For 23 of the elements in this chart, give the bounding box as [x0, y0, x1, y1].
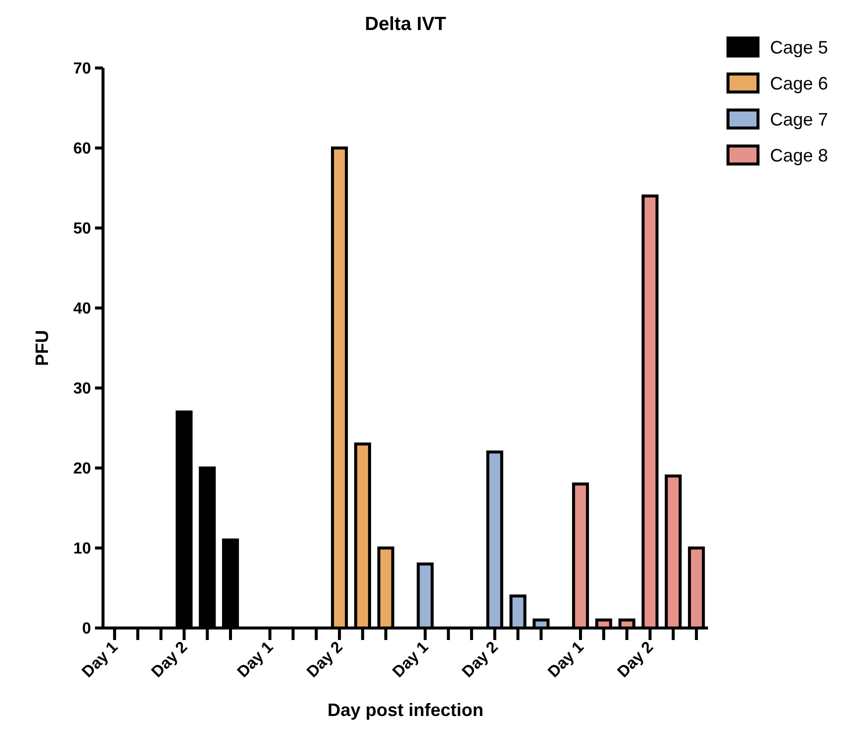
- y-axis-title: PFU: [32, 330, 52, 366]
- x-tick-label: Day 2: [614, 638, 657, 682]
- y-tick-label: 10: [73, 540, 92, 558]
- x-tick-label: Day 1: [79, 638, 122, 682]
- y-tick-label: 20: [73, 460, 92, 478]
- x-tick-label: Day 1: [390, 638, 432, 682]
- x-tick-label: Day 1: [545, 638, 588, 682]
- legend-label: Cage 7: [770, 109, 828, 130]
- x-axis-title: Day post infection: [327, 700, 484, 720]
- legend-label: Cage 5: [770, 37, 828, 58]
- y-tick-label: 50: [73, 220, 92, 238]
- x-tick-label: Day 2: [459, 638, 502, 682]
- y-tick-label: 70: [73, 60, 92, 78]
- x-tick-label: Day 1: [234, 638, 277, 682]
- chart-title: Delta IVT: [364, 14, 447, 35]
- y-tick-label: 0: [82, 620, 92, 638]
- legend-label: Cage 8: [770, 145, 828, 166]
- x-tick-label: Day 2: [304, 638, 346, 682]
- y-tick-label: 60: [73, 140, 92, 158]
- y-tick-label: 40: [73, 300, 92, 318]
- y-tick-label: 30: [73, 380, 92, 398]
- x-tick-label: Day 2: [148, 638, 192, 682]
- legend-label: Cage 6: [770, 73, 828, 94]
